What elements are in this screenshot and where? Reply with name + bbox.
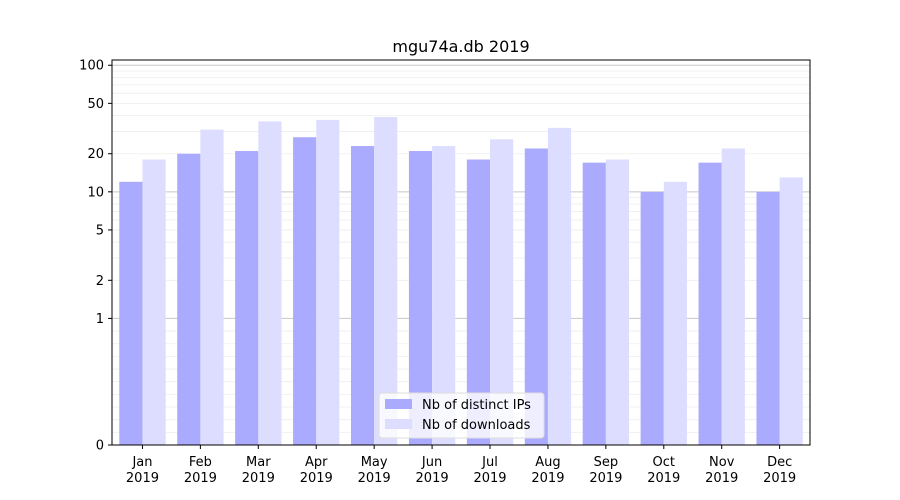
y-tick-label: 0 — [96, 439, 104, 454]
bar-distinct-ips — [756, 191, 780, 445]
bar-distinct-ips — [582, 162, 606, 445]
bar-distinct-ips — [698, 162, 722, 445]
plot-frame — [111, 59, 811, 446]
bar-downloads — [779, 177, 803, 446]
x-tick-label: Nov 2019 — [705, 455, 738, 486]
x-axis: Jan 2019 Feb 2019 Mar 2019 Apr 2019 May 2019 Jun 20… — [126, 445, 796, 486]
bar-downloads — [142, 159, 166, 445]
bars — [119, 117, 803, 446]
y-tick-label: 2 — [96, 274, 104, 289]
x-tick-label: Dec 2019 — [763, 455, 796, 486]
legend-label: Nb of distinct IPs — [422, 398, 531, 413]
bar-distinct-ips — [235, 151, 259, 445]
y-tick-label: 50 — [87, 97, 104, 112]
x-tick-label: Jan 2019 — [126, 455, 159, 486]
bar-downloads — [490, 139, 514, 445]
bar-downloads — [200, 129, 224, 445]
bar-distinct-ips — [350, 146, 375, 445]
y-axis: 0 1 2 5 10 20 50 100 — [79, 59, 112, 454]
x-tick-label: Feb 2019 — [184, 455, 217, 486]
x-tick-label: Oct 2019 — [647, 455, 680, 486]
bar-distinct-ips — [524, 148, 548, 445]
bar-downloads — [605, 159, 630, 445]
y-tick-label: 1 — [96, 312, 104, 327]
x-tick-label: Mar 2019 — [242, 455, 275, 486]
y-tick-label: 5 — [96, 223, 104, 238]
bar-downloads — [663, 181, 687, 445]
grid — [112, 64, 810, 433]
bar-downloads — [721, 148, 745, 445]
bar-downloads — [547, 127, 572, 445]
legend: Nb of distinct IPs Nb of downloads — [378, 392, 545, 439]
x-tick-label: Apr 2019 — [300, 455, 333, 486]
y-tick-label: 10 — [87, 185, 104, 200]
bar-distinct-ips — [640, 191, 664, 445]
bar-distinct-ips — [293, 137, 317, 446]
x-tick-label: Jun 2019 — [416, 455, 449, 486]
x-tick-label: Jul 2019 — [473, 455, 506, 486]
legend-label: Nb of downloads — [422, 418, 531, 433]
bar-distinct-ips — [466, 159, 491, 445]
bar-downloads — [258, 121, 282, 445]
legend-box — [378, 392, 545, 439]
bar-distinct-ips — [119, 181, 143, 445]
bar-downloads — [432, 146, 456, 445]
bar-distinct-ips — [177, 153, 201, 446]
legend-swatch — [385, 419, 412, 429]
y-tick-label: 100 — [79, 59, 104, 74]
x-tick-label: May 2019 — [358, 455, 391, 486]
bar-downloads — [316, 119, 340, 445]
chart-title: mgu74a.db 2019 — [392, 37, 529, 56]
bar-distinct-ips — [408, 151, 433, 445]
y-tick-label: 20 — [87, 147, 104, 162]
x-tick-label: Aug 2019 — [531, 455, 564, 486]
bar-downloads — [374, 117, 398, 446]
legend-swatch — [385, 399, 412, 409]
x-tick-label: Sep 2019 — [589, 455, 622, 486]
